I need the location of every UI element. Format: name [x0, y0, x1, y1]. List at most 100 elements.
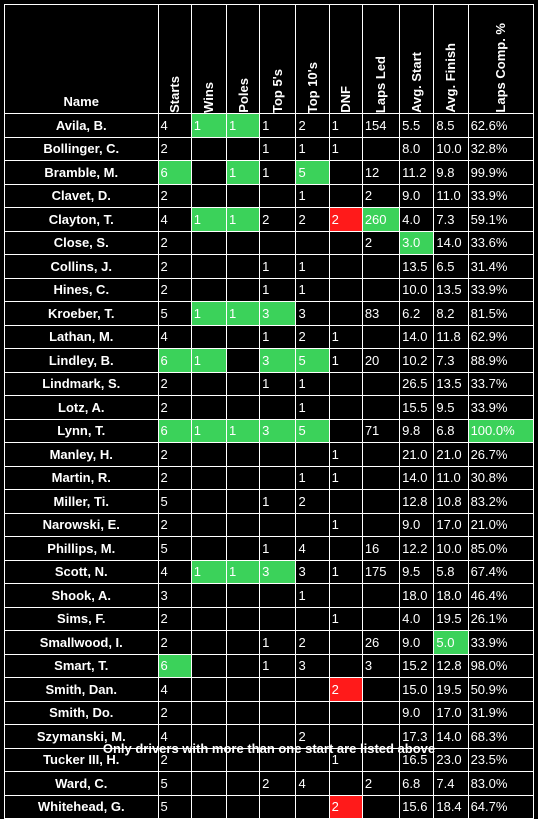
- stat-cell: [328, 630, 363, 655]
- stat-cell: [295, 442, 330, 467]
- stat-cell: [361, 583, 401, 608]
- stat-cell: 3: [259, 418, 297, 443]
- stat-cell: 98.0%: [467, 653, 535, 678]
- column-header-label: Starts: [167, 76, 183, 113]
- stat-cell: 14.0: [433, 230, 469, 255]
- stat-cell: 10.2: [399, 348, 435, 373]
- table-row: Collins, J. 2 1 1 13.5 6.5 31.4%: [4, 254, 535, 279]
- stat-cell: 1: [190, 301, 227, 326]
- column-header: Wins: [190, 4, 227, 114]
- stat-cell: [225, 794, 261, 819]
- table-row: Clavet, D. 2 1 2 9.0 11.0 33.9%: [4, 183, 535, 208]
- stat-cell: 260: [361, 207, 401, 232]
- stat-cell: [225, 489, 261, 514]
- stat-cell: 9.5: [399, 559, 435, 584]
- stat-cell: 33.9%: [467, 277, 535, 302]
- stat-cell: 26.7%: [467, 442, 535, 467]
- driver-name: Martin, R.: [4, 465, 159, 490]
- stat-cell: [295, 700, 330, 725]
- column-header-label: Top 10's: [305, 61, 321, 113]
- stat-cell: [190, 606, 227, 631]
- stat-cell: 1: [259, 254, 297, 279]
- stat-cell: 15.0: [399, 677, 435, 702]
- stat-cell: [328, 700, 363, 725]
- stat-cell: 10.8: [433, 489, 469, 514]
- stat-cell: 31.4%: [467, 254, 535, 279]
- stat-cell: [259, 395, 297, 420]
- stat-cell: 83: [361, 301, 401, 326]
- stat-cell: 1: [259, 489, 297, 514]
- table-row: Ward, C. 5 2 4 2 6.8 7.4 83.0%: [4, 771, 535, 796]
- stat-cell: [225, 277, 261, 302]
- stat-cell: 15.5: [399, 395, 435, 420]
- stat-cell: 2: [157, 136, 192, 161]
- stat-cell: 9.8: [399, 418, 435, 443]
- column-header: Starts: [157, 4, 192, 114]
- stat-cell: 2: [157, 442, 192, 467]
- stat-cell: [190, 794, 227, 819]
- stat-cell: 1: [295, 371, 330, 396]
- driver-name: Szymanski, M.: [4, 724, 159, 749]
- stat-cell: 1: [328, 348, 363, 373]
- stat-cell: 5.0: [433, 630, 469, 655]
- table-row: Szymanski, M. 4 2 17.3 14.0 68.3%: [4, 724, 535, 749]
- stat-cell: 67.4%: [467, 559, 535, 584]
- stat-cell: [328, 489, 363, 514]
- stat-cell: 1: [225, 559, 261, 584]
- column-header-label: Avg. Finish: [443, 43, 459, 113]
- table-row: Narowski, E. 2 1 9.0 17.0 21.0%: [4, 512, 535, 537]
- table-row: Close, S. 2 2 3.0 14.0 33.6%: [4, 230, 535, 255]
- stat-cell: 83.2%: [467, 489, 535, 514]
- stat-cell: [259, 606, 297, 631]
- stat-cell: [328, 371, 363, 396]
- stat-cell: [259, 700, 297, 725]
- column-header-label: Top 5's: [270, 68, 286, 113]
- stat-cell: 3: [259, 348, 297, 373]
- stat-cell: 4: [157, 724, 192, 749]
- stat-cell: [328, 183, 363, 208]
- stat-cell: 11.0: [433, 183, 469, 208]
- driver-name: Ward, C.: [4, 771, 159, 796]
- stat-cell: [295, 230, 330, 255]
- stat-cell: 9.0: [399, 630, 435, 655]
- stat-cell: [225, 254, 261, 279]
- stat-cell: 26.1%: [467, 606, 535, 631]
- stat-cell: 2: [157, 183, 192, 208]
- stat-cell: [190, 653, 227, 678]
- table-row: Sims, F. 2 1 4.0 19.5 26.1%: [4, 606, 535, 631]
- stat-cell: [259, 183, 297, 208]
- stat-cell: 175: [361, 559, 401, 584]
- stat-cell: [225, 583, 261, 608]
- stat-cell: 33.6%: [467, 230, 535, 255]
- stat-cell: 13.5: [399, 254, 435, 279]
- stat-cell: 7.4: [433, 771, 469, 796]
- stat-cell: 4.0: [399, 207, 435, 232]
- stat-cell: 6: [157, 160, 192, 185]
- stat-cell: 1: [225, 301, 261, 326]
- stat-cell: 2: [157, 512, 192, 537]
- column-header-label: Poles: [235, 78, 251, 113]
- stat-cell: [190, 183, 227, 208]
- table-row: Smart, T. 6 1 3 3 15.2 12.8 98.0%: [4, 653, 535, 678]
- stat-cell: [295, 512, 330, 537]
- stat-cell: 5: [157, 794, 192, 819]
- driver-name: Scott, N.: [4, 559, 159, 584]
- stat-cell: 1: [328, 512, 363, 537]
- column-header-label: Laps Led: [373, 55, 389, 113]
- header-row: Name Starts Wins Poles Top 5's Top 10's DNF La…: [4, 4, 535, 114]
- stat-cell: [328, 277, 363, 302]
- stat-cell: 2: [157, 254, 192, 279]
- stat-cell: 1: [328, 324, 363, 349]
- stat-cell: 33.9%: [467, 395, 535, 420]
- stat-cell: [190, 324, 227, 349]
- stat-cell: 88.9%: [467, 348, 535, 373]
- stat-cell: 1: [225, 160, 261, 185]
- stat-cell: [190, 771, 227, 796]
- stat-cell: 1: [225, 418, 261, 443]
- stat-cell: 2: [295, 207, 330, 232]
- stat-cell: [225, 348, 261, 373]
- stat-cell: 7.3: [433, 348, 469, 373]
- stat-cell: 6.2: [399, 301, 435, 326]
- stat-cell: [295, 677, 330, 702]
- stat-cell: 5: [295, 160, 330, 185]
